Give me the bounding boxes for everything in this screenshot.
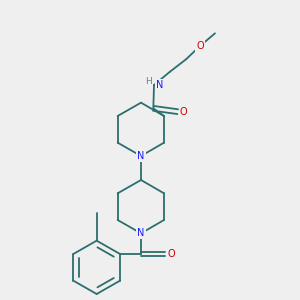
Text: O: O bbox=[196, 41, 204, 51]
Text: N: N bbox=[137, 151, 145, 161]
Text: N: N bbox=[156, 80, 164, 90]
Text: H: H bbox=[145, 77, 152, 86]
Text: O: O bbox=[167, 249, 175, 259]
Text: O: O bbox=[180, 107, 188, 117]
Text: N: N bbox=[137, 228, 145, 238]
